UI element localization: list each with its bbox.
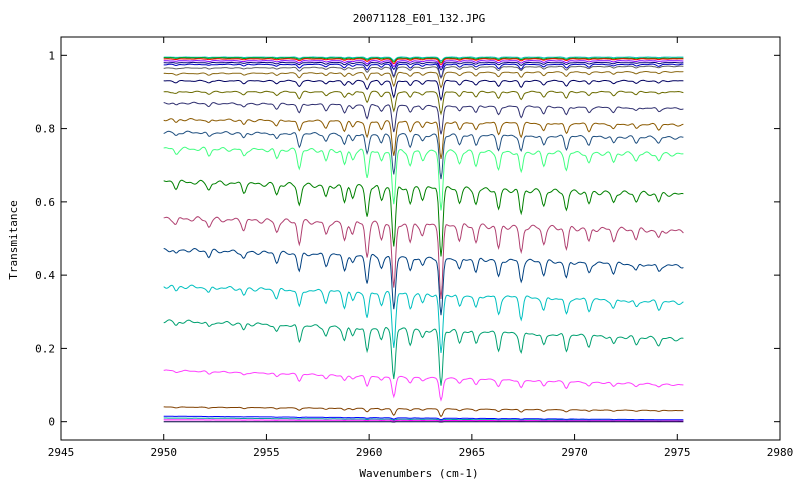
y-tick-label: 0.6 [35,196,55,209]
series-line [163,369,684,402]
y-tick-label: 0.8 [35,123,55,136]
series-line [163,419,684,422]
series-line [163,146,684,211]
chart-title: 20071128_E01_132.JPG [353,12,485,25]
series-line [163,179,684,257]
series-line [163,79,684,102]
series-line [163,61,684,71]
series-line [163,117,684,159]
series-line [163,284,684,353]
y-tick-label: 0.2 [35,342,55,355]
series-line [163,57,684,64]
x-axis-label: Wavenumbers (cm-1) [359,467,478,480]
x-tick-label: 2945 [48,446,75,459]
x-axis-ticks: 2945 2950 2955 2960 2965 2970 2975 2980 [48,37,794,459]
y-tick-label: 1 [48,49,55,62]
x-tick-label: 2950 [150,446,177,459]
y-tick-label: 0 [48,416,55,429]
series-line [163,60,684,69]
series-line [163,417,684,422]
series-group [163,56,684,423]
series-line [163,319,684,386]
series-line [163,56,684,62]
series-line [163,406,684,418]
y-tick-label: 0.4 [35,269,55,282]
series-line [163,70,684,89]
series-line [163,101,684,135]
series-line [163,247,684,316]
x-tick-label: 2955 [253,446,280,459]
y-axis-label: Transmitance [7,200,20,279]
series-line [163,415,684,421]
series-line [163,130,684,180]
series-line [163,58,684,66]
x-tick-label: 2980 [767,446,794,459]
y-axis-ticks: 0 0.2 0.4 0.6 0.8 1 [35,49,780,429]
series-line [163,90,684,116]
x-tick-label: 2975 [664,446,691,459]
series-line [163,63,684,79]
series-line [163,216,684,300]
x-tick-label: 2960 [356,446,383,459]
x-tick-label: 2970 [561,446,588,459]
x-tick-label: 2965 [459,446,486,459]
plot-frame [60,36,781,441]
series-line [163,65,684,80]
